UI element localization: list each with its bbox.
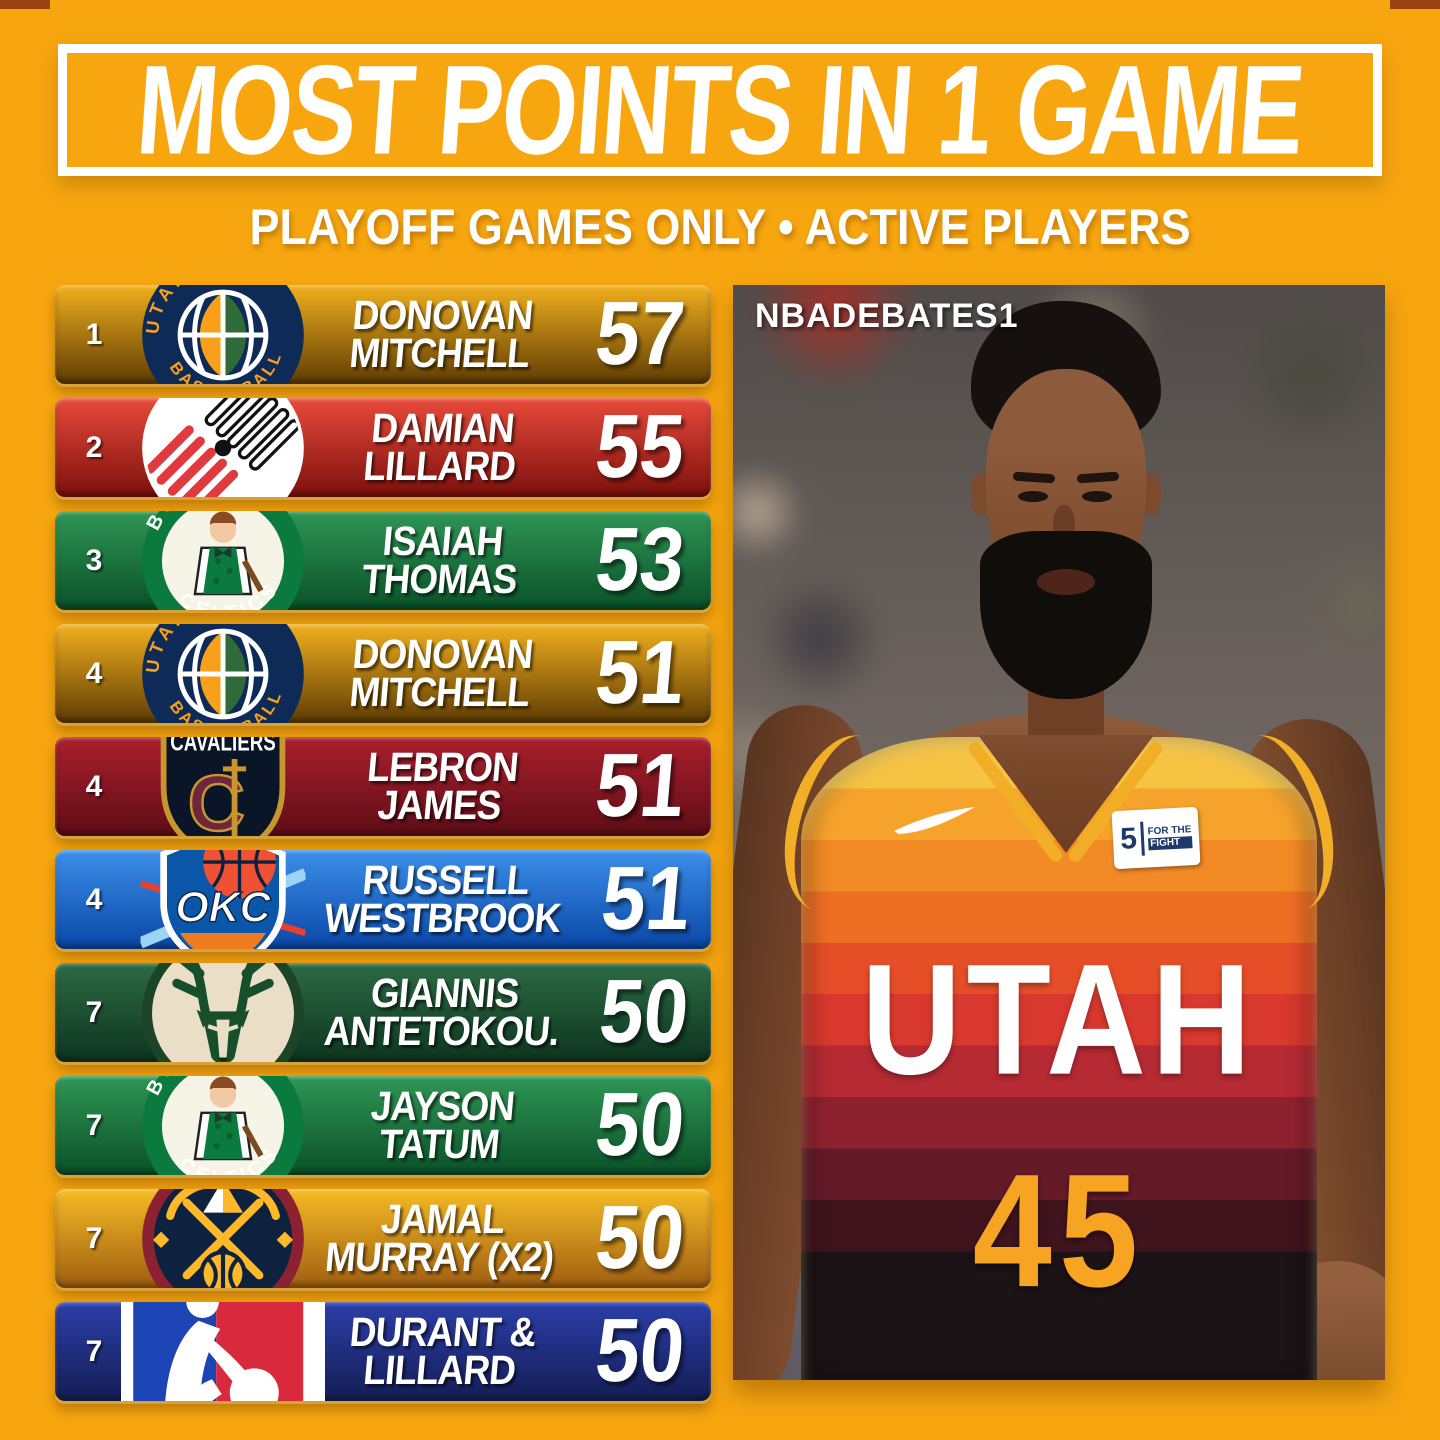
player-name-line2: MITCHELL	[347, 669, 532, 716]
player-name: DONOVAN MITCHELL	[322, 631, 559, 716]
player-ear	[1141, 473, 1161, 515]
player-name: JAYSON TATUM	[322, 1083, 559, 1168]
leaderboard-row: 7 GIANNIS ANTETOKOU. 50	[55, 963, 711, 1062]
player-name-line2: JAMES	[375, 782, 503, 829]
rank-label: 7	[85, 1221, 103, 1255]
player-name-line2: LILLARD	[361, 443, 518, 490]
leaderboard-row: 4 CAVALIERS C LEBRON JAMES 51	[55, 737, 711, 836]
team-logo	[133, 398, 313, 497]
player-name-line2: WESTBROOK	[322, 895, 563, 942]
page-subtitle: PLAYOFF GAMES ONLY • ACTIVE PLAYERS	[249, 199, 1191, 255]
player-name-line1: DONOVAN	[350, 292, 535, 339]
svg-text:OKC: OKC	[175, 883, 271, 931]
watermark-text: NBADEBATES1	[755, 297, 1019, 335]
player-name: GIANNIS ANTETOKOU.	[322, 970, 564, 1055]
player-name-line1: DAMIAN	[369, 405, 516, 452]
rank-label: 1	[85, 317, 103, 351]
rank-label: 7	[85, 1334, 103, 1368]
player-name: ISAIAH THOMAS	[322, 518, 559, 603]
title-box: MOST POINTS IN 1 GAME	[58, 39, 1382, 181]
rank-label: 7	[85, 1108, 103, 1142]
rank-label: 4	[85, 769, 103, 803]
player-name-line1: JAMAL	[379, 1196, 506, 1243]
points-value: 50	[591, 1189, 689, 1288]
team-logo: BOSTON CELTICS	[133, 511, 313, 610]
team-logo	[121, 1302, 325, 1401]
player-name-line1: DONOVAN	[350, 631, 535, 678]
leaderboard-row: 7 BOSTON CELTICS JAYSON TATUM 50	[55, 1076, 711, 1175]
leaderboard-row: 3 BOSTON CELTICS ISAIAH THOMAS 53	[55, 511, 711, 610]
jersey-number: 45	[972, 1141, 1146, 1321]
jersey-team-text: UTAH	[861, 930, 1257, 1108]
player-mouth	[1037, 569, 1095, 595]
player-beard	[980, 531, 1152, 699]
leaderboard-row: 4 OKC RUSSELL WESTBROOK 51	[55, 850, 711, 949]
points-value: 51	[597, 850, 695, 949]
points-value: 57	[591, 285, 689, 384]
team-logo	[133, 1189, 313, 1288]
leaderboard-row: 4 UTAH JAZZ BASKETBALL DONOVAN MITCHELL …	[55, 624, 711, 723]
rank-label: 4	[85, 656, 103, 690]
rank-label: 3	[85, 543, 103, 577]
leaderboard-row: 1 UTAH JAZZ BASKETBALL DONOVAN MITCHELL …	[55, 285, 711, 384]
team-logo: OKC	[133, 850, 313, 949]
svg-text:CAVALIERS: CAVALIERS	[170, 737, 276, 756]
player-name: DURANT & LILLARD	[322, 1309, 559, 1394]
player-name-line1: ISAIAH	[380, 518, 505, 565]
leaderboard-row: 2 DAMIAN LILLARD 55	[55, 398, 711, 497]
player-name-line1: RUSSELL	[360, 857, 531, 904]
points-value: 51	[591, 737, 689, 836]
rank-label: 2	[85, 430, 103, 464]
team-logo: BOSTON CELTICS	[133, 1076, 313, 1175]
player-name-line2: TATUM	[377, 1121, 501, 1168]
patch-number: 5	[1119, 821, 1145, 857]
points-value: 53	[591, 511, 689, 610]
points-value: 50	[591, 1076, 689, 1175]
player-name: JAMAL MURRAY (X2)	[322, 1196, 559, 1281]
player-name-line2: ANTETOKOU.	[322, 1008, 561, 1055]
player-photo: 5 FOR THE FIGHT UTAH 45 NBADEBATES1	[733, 285, 1385, 1380]
leaderboard: 1 UTAH JAZZ BASKETBALL DONOVAN MITCHELL …	[55, 285, 711, 1415]
points-value: 55	[591, 398, 689, 497]
player-eye	[1082, 491, 1112, 502]
player-eye	[1018, 491, 1048, 502]
page-title: MOST POINTS IN 1 GAME	[132, 39, 1308, 181]
player-name-line2: LILLARD	[361, 1347, 518, 1394]
team-logo: UTAH JAZZ BASKETBALL	[133, 285, 313, 384]
player-name-line1: JAYSON	[369, 1083, 517, 1130]
leaderboard-row: 7 JAMAL MURRAY (X2) 50	[55, 1189, 711, 1288]
corner-mark	[1390, 0, 1440, 9]
player-name-line2: MURRAY (X2)	[323, 1234, 556, 1281]
nike-swoosh-icon	[894, 807, 975, 834]
team-logo: CAVALIERS C	[133, 737, 313, 836]
leaderboard-row: 7 DURANT & LILLARD 50	[55, 1302, 711, 1401]
jazz-city-edition-jersey	[801, 737, 1317, 1380]
player-name-line1: DURANT &	[347, 1309, 538, 1356]
player-name-line2: MITCHELL	[347, 330, 532, 377]
corner-mark	[0, 0, 50, 9]
player-name-line1: LEBRON	[365, 744, 520, 791]
rank-label: 7	[85, 995, 103, 1029]
rank-label: 4	[85, 882, 103, 916]
player-name: RUSSELL WESTBROOK	[322, 857, 566, 942]
patch-text-line2: FIGHT	[1147, 835, 1193, 850]
player-name-line2: THOMAS	[360, 556, 519, 603]
team-logo: UTAH JAZZ BASKETBALL	[133, 624, 313, 723]
points-value: 51	[591, 624, 689, 723]
five-for-the-fight-patch: 5 FOR THE FIGHT	[1111, 806, 1201, 870]
player-name: DONOVAN MITCHELL	[322, 292, 559, 377]
player-name: DAMIAN LILLARD	[322, 405, 559, 490]
team-logo	[133, 963, 313, 1062]
player-name-line1: GIANNIS	[369, 970, 521, 1017]
points-value: 50	[595, 963, 693, 1062]
player-name: LEBRON JAMES	[322, 744, 559, 829]
points-value: 50	[591, 1302, 689, 1401]
